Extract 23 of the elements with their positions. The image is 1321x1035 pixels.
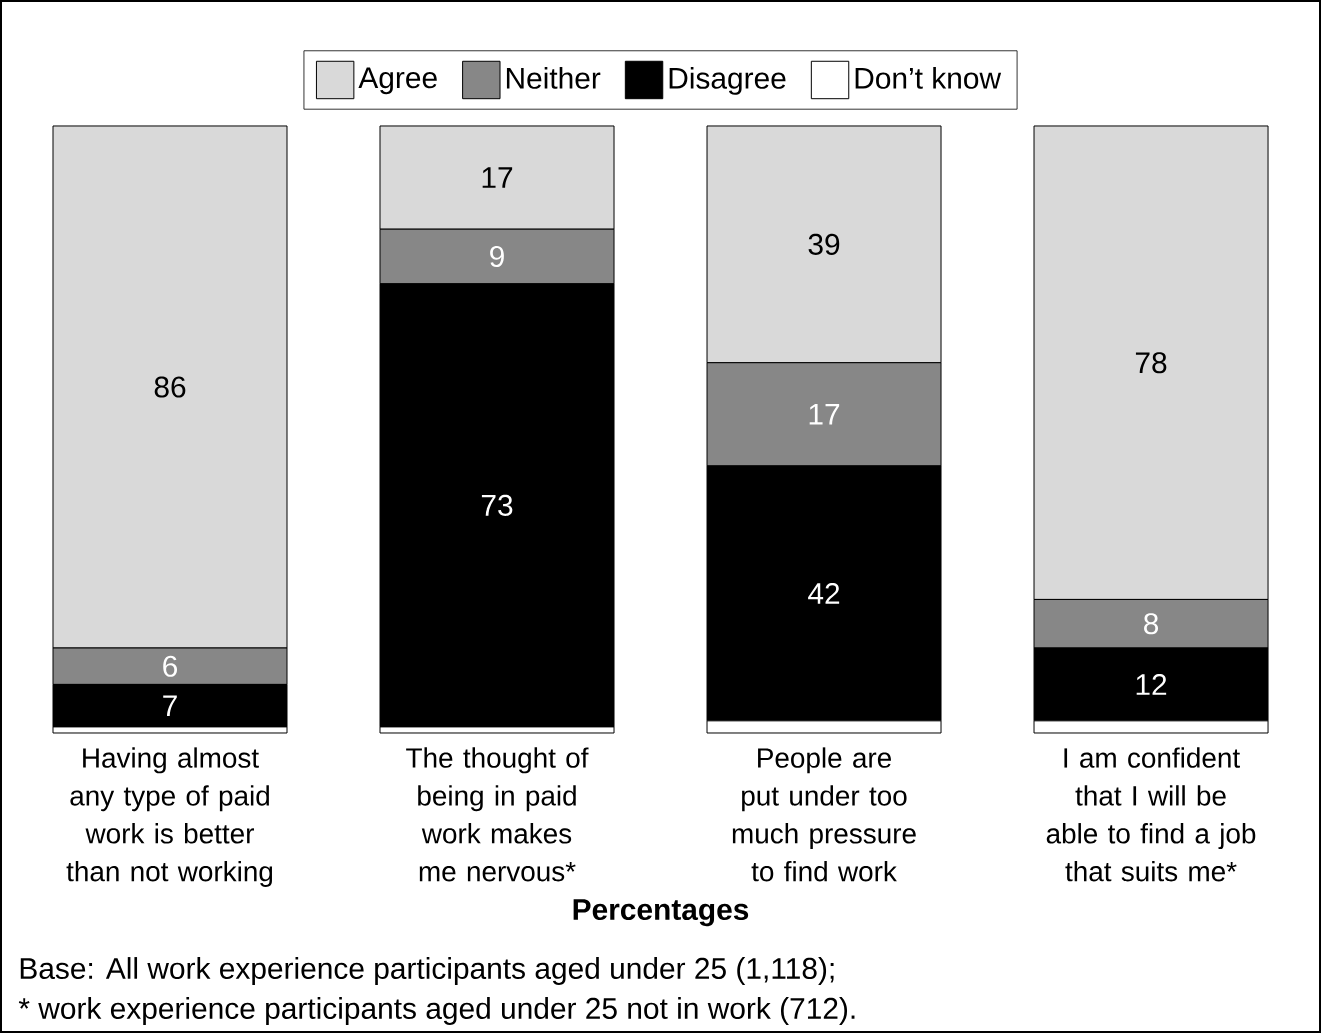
x-axis-title: Percentages bbox=[573, 899, 749, 927]
x-tick-label: People are put under too much pressure to find work bbox=[732, 747, 916, 882]
text: * work experience participants aged under 25 not in work (712). bbox=[18, 997, 855, 1025]
data-label: 17 bbox=[809, 404, 840, 425]
data-label: 12 bbox=[1136, 674, 1167, 695]
data-label: 86 bbox=[154, 376, 186, 398]
x-tick-label: Having almost any type of paid work is better than not working bbox=[66, 747, 273, 887]
text: Base: All work experience participants aged under 25 (1,118); bbox=[20, 957, 834, 985]
data-label: 17 bbox=[482, 167, 513, 188]
data-label: 78 bbox=[1135, 352, 1167, 374]
data-label: 6 bbox=[163, 655, 178, 677]
legend-label: Agree bbox=[358, 67, 437, 95]
legend-label: Neither bbox=[506, 66, 601, 89]
legend-label: Disagree bbox=[669, 66, 786, 95]
legend-label: Don’t know bbox=[855, 66, 1002, 89]
data-label: 9 bbox=[490, 245, 504, 268]
data-label: 73 bbox=[481, 494, 513, 516]
data-label: 42 bbox=[808, 582, 840, 604]
data-label: 8 bbox=[1144, 613, 1159, 635]
x-tick-label: The thought of being in paid work makes me nervous* bbox=[406, 747, 589, 882]
data-label: 39 bbox=[808, 233, 840, 255]
data-label: 7 bbox=[163, 695, 177, 716]
x-tick-label: I am confident that I will be able to find a job that suits me* bbox=[1046, 747, 1256, 882]
